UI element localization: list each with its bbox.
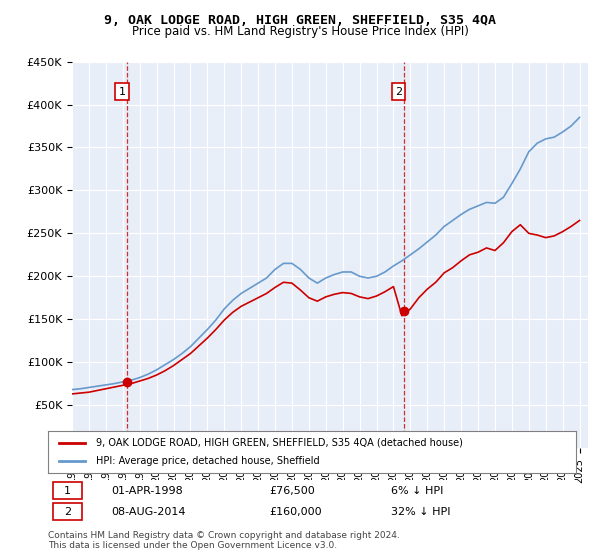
Text: 1: 1 xyxy=(118,87,125,97)
Text: 32% ↓ HPI: 32% ↓ HPI xyxy=(391,507,451,517)
Text: 08-AUG-2014: 08-AUG-2014 xyxy=(112,507,186,517)
FancyBboxPatch shape xyxy=(53,503,82,520)
Text: 1: 1 xyxy=(64,486,71,496)
Text: 01-APR-1998: 01-APR-1998 xyxy=(112,486,183,496)
Text: HPI: Average price, detached house, Sheffield: HPI: Average price, detached house, Shef… xyxy=(95,456,319,466)
Text: £160,000: £160,000 xyxy=(270,507,322,517)
Text: Price paid vs. HM Land Registry's House Price Index (HPI): Price paid vs. HM Land Registry's House … xyxy=(131,25,469,38)
Text: 9, OAK LODGE ROAD, HIGH GREEN, SHEFFIELD, S35 4QA (detached house): 9, OAK LODGE ROAD, HIGH GREEN, SHEFFIELD… xyxy=(95,438,463,448)
Text: 6% ↓ HPI: 6% ↓ HPI xyxy=(391,486,443,496)
Text: 2: 2 xyxy=(64,507,71,517)
Text: 9, OAK LODGE ROAD, HIGH GREEN, SHEFFIELD, S35 4QA: 9, OAK LODGE ROAD, HIGH GREEN, SHEFFIELD… xyxy=(104,14,496,27)
Text: Contains HM Land Registry data © Crown copyright and database right 2024.
This d: Contains HM Land Registry data © Crown c… xyxy=(48,530,400,550)
FancyBboxPatch shape xyxy=(53,482,82,499)
Text: £76,500: £76,500 xyxy=(270,486,316,496)
Text: 2: 2 xyxy=(395,87,402,97)
